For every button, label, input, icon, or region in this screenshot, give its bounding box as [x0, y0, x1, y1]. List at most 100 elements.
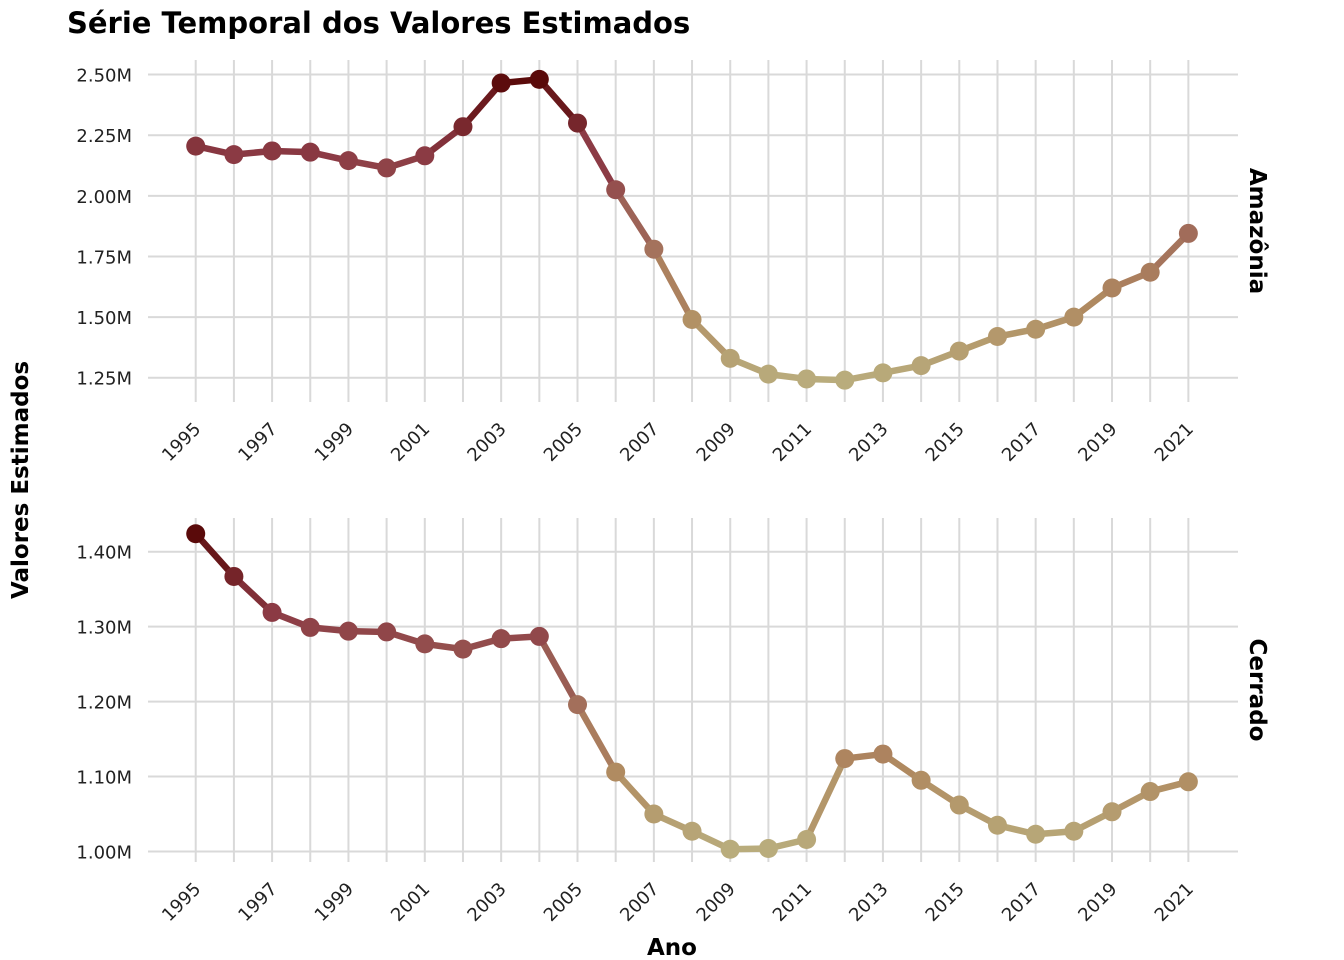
data-point: [491, 73, 511, 93]
data-point: [377, 158, 397, 178]
y-tick-label: 1.75M: [76, 247, 132, 268]
x-tick-label: 1997: [234, 419, 281, 466]
data-point: [606, 762, 626, 782]
data-point: [1102, 802, 1122, 822]
data-point: [1026, 824, 1046, 844]
data-point: [987, 815, 1007, 835]
data-point: [644, 804, 664, 824]
data-point: [262, 141, 282, 161]
x-tick-label: 2015: [922, 419, 969, 466]
data-point: [949, 341, 969, 361]
panel-strip-label: Cerrado: [1244, 639, 1270, 742]
data-point: [377, 622, 397, 642]
data-point: [568, 113, 588, 133]
data-point: [873, 744, 893, 764]
x-tick-label: 2011: [769, 879, 816, 926]
data-point: [720, 839, 740, 859]
series-line-segment: [612, 186, 658, 253]
data-point: [415, 146, 435, 166]
series-line-segment: [192, 530, 238, 580]
x-tick-label: 1995: [158, 879, 205, 926]
data-point: [453, 117, 473, 137]
x-tick-label: 1999: [311, 419, 358, 466]
data-point: [186, 524, 206, 544]
x-tick-label: 2005: [540, 879, 587, 926]
data-point: [911, 770, 931, 790]
x-tick-label: 2019: [1074, 879, 1121, 926]
y-tick-label: 2.00M: [76, 187, 132, 208]
data-point: [949, 795, 969, 815]
x-tick-label: 2017: [998, 419, 1045, 466]
data-point: [1140, 782, 1160, 802]
x-tick-label: 2009: [693, 879, 740, 926]
data-point: [262, 602, 282, 622]
data-point: [568, 695, 588, 715]
series-line-segment: [650, 245, 696, 323]
data-point: [758, 839, 778, 859]
data-point: [1140, 262, 1160, 282]
x-tick-label: 2013: [845, 879, 892, 926]
data-point: [300, 142, 320, 162]
x-tick-label: 2019: [1074, 419, 1121, 466]
panels: 1.25M 1.50M 1.75M 2.00M 2.25M 2.50M 1995 1997 19…: [76, 60, 1270, 926]
data-point: [300, 617, 320, 637]
data-point: [682, 310, 702, 330]
series-line-segment: [574, 119, 619, 194]
series-line-segment: [536, 633, 581, 708]
x-tick-label: 2021: [1151, 879, 1198, 926]
x-tick-label: 2011: [769, 419, 816, 466]
y-axis-title: Valores Estimados: [8, 361, 34, 599]
x-tick-label: 2003: [463, 879, 510, 926]
y-tick-label: 1.00M: [76, 843, 132, 864]
y-tick-label: 1.30M: [76, 618, 132, 639]
x-tick-label: 1995: [158, 419, 205, 466]
data-point: [338, 151, 358, 171]
data-point: [835, 370, 855, 390]
data-point: [1102, 278, 1122, 298]
x-tick-label: 2007: [616, 419, 663, 466]
data-point: [1178, 223, 1198, 243]
data-point: [797, 830, 817, 850]
data-point: [491, 629, 511, 649]
data-point: [720, 348, 740, 368]
x-tick-label: 2001: [387, 879, 434, 926]
y-tick-label: 1.50M: [76, 308, 132, 329]
x-tick-label: 2009: [693, 419, 740, 466]
y-tick-label: 1.40M: [76, 543, 132, 564]
data-point: [873, 363, 893, 383]
data-point: [338, 621, 358, 641]
data-point: [682, 821, 702, 841]
series-line-segment: [536, 76, 581, 127]
series-line-segment: [803, 755, 849, 843]
data-point: [1064, 821, 1084, 841]
data-point: [1026, 319, 1046, 339]
chart-title: Série Temporal dos Valores Estimados: [67, 6, 690, 40]
data-point: [1178, 772, 1198, 792]
data-point: [529, 69, 549, 89]
x-tick-label: 2005: [540, 419, 587, 466]
data-point: [797, 369, 817, 389]
series-line-segment: [459, 79, 505, 130]
data-point: [453, 639, 473, 659]
data-point: [186, 136, 206, 156]
x-tick-label: 2001: [387, 419, 434, 466]
panel-1: 1.25M 1.50M 1.75M 2.00M 2.25M 2.50M 1995 1997 19…: [76, 60, 1270, 466]
y-tick-label: 1.10M: [76, 768, 132, 789]
data-point: [1064, 307, 1084, 327]
data-point: [224, 566, 244, 586]
x-tick-label: 1997: [234, 879, 281, 926]
x-tick-label: 2017: [998, 879, 1045, 926]
y-tick-label: 1.20M: [76, 693, 132, 714]
data-point: [529, 626, 549, 646]
y-tick-label: 2.25M: [76, 126, 132, 147]
x-tick-label: 2013: [845, 419, 892, 466]
data-point: [911, 356, 931, 376]
data-point: [224, 145, 244, 165]
panel-2: 1.00M 1.10M 1.20M 1.30M 1.40M 1995 1997 1999 200…: [76, 518, 1270, 926]
x-tick-label: 2003: [463, 419, 510, 466]
x-tick-label: 2015: [922, 879, 969, 926]
x-axis-title: Ano: [647, 935, 697, 960]
panel-strip-label: Amazônia: [1244, 168, 1270, 294]
y-tick-label: 1.25M: [76, 369, 132, 390]
